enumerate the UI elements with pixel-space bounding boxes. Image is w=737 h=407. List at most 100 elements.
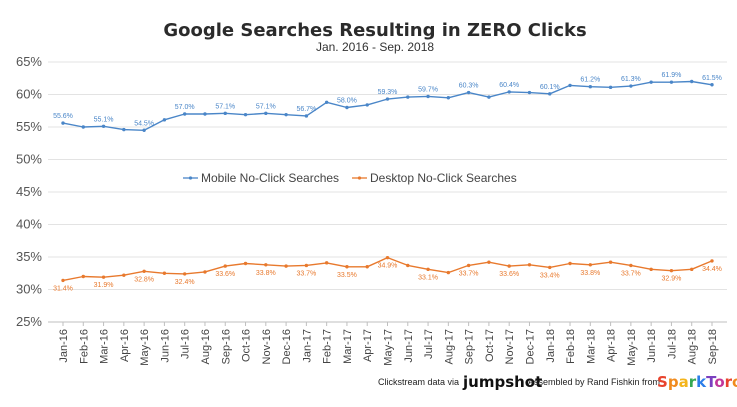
data-point [669, 268, 674, 273]
data-point [264, 263, 268, 267]
sparktoro-logo: SparkToro [657, 373, 737, 391]
x-tick-label: May-16 [139, 329, 151, 366]
data-point [466, 263, 471, 268]
y-tick-label: 25% [16, 314, 42, 329]
data-point [406, 263, 410, 268]
x-tick-label: Oct-17 [484, 329, 496, 362]
legend-mobile-label: Mobile No-Click Searches [201, 171, 339, 185]
data-point [284, 112, 288, 117]
data-label: 32.8% [134, 276, 154, 283]
data-point [568, 83, 572, 88]
data-label: 33.7% [296, 270, 316, 277]
data-point [203, 270, 207, 274]
data-point [385, 97, 390, 101]
data-label: 33.6% [215, 271, 235, 278]
legend-item-mobile: Mobile No-Click Searches [183, 171, 339, 185]
data-label: 33.7% [621, 270, 641, 277]
data-label: 61.9% [662, 72, 682, 79]
data-label: 33.8% [256, 270, 276, 277]
data-point [284, 264, 288, 268]
data-point [304, 114, 309, 118]
data-label: 57.1% [215, 103, 235, 110]
data-point [345, 105, 349, 110]
data-label: 33.6% [499, 271, 519, 278]
data-point [690, 267, 694, 272]
data-point [568, 261, 572, 266]
data-point [304, 263, 309, 268]
x-tick-label: May-18 [626, 329, 638, 366]
series-mobile: 55.6% 55.1% 54.5% 57.0% 57.1% 57.1% 56.7% 58.0%… [53, 72, 722, 132]
footer: Clickstream data via jumpshot Assembled … [378, 373, 737, 391]
x-tick-label: May-17 [383, 329, 395, 366]
x-tick-label: Dec-17 [524, 329, 536, 364]
legend-mobile-marker [188, 176, 193, 180]
data-label: 61.2% [580, 77, 600, 84]
x-tick-label: Sep-16 [220, 329, 232, 364]
data-point [649, 267, 653, 272]
data-point [507, 90, 511, 94]
data-point [203, 112, 207, 116]
data-label: 57.0% [175, 104, 195, 111]
legend-desktop-label: Desktop No-Click Searches [370, 171, 517, 185]
data-point [426, 267, 430, 272]
x-tick-label: Mar-18 [585, 329, 597, 364]
x-axis-ticks: Jan-16 Feb-16 Mar-16 Apr-16 May-16 Jun-16 Jul-… [58, 322, 719, 366]
data-point [649, 80, 653, 84]
footer-clickstream-text: Clickstream data via [378, 377, 459, 387]
data-label: 61.5% [702, 75, 722, 82]
x-tick-label: Aug-16 [200, 329, 212, 364]
data-label: 33.7% [459, 270, 479, 277]
data-point [608, 260, 613, 264]
data-label: 55.1% [94, 116, 114, 123]
data-label: 33.5% [337, 272, 357, 279]
data-label: 33.8% [580, 270, 600, 277]
data-point [690, 79, 694, 84]
data-label: 32.4% [175, 279, 195, 286]
data-point [548, 92, 552, 96]
data-point [487, 260, 491, 264]
data-point [446, 270, 451, 275]
data-point [182, 272, 187, 276]
x-tick-label: Sep-18 [707, 329, 719, 364]
x-tick-label: Jul-17 [423, 329, 435, 359]
data-point [162, 271, 167, 275]
sparktoro-letter: o [732, 373, 737, 391]
x-tick-label: Nov-16 [261, 329, 273, 364]
x-tick-label: Apr-18 [606, 329, 618, 362]
sparktoro-letter: a [679, 373, 689, 391]
data-point [406, 95, 410, 99]
data-point [122, 127, 126, 132]
data-point [61, 121, 65, 125]
data-point [365, 265, 369, 269]
data-point [243, 261, 248, 266]
chart-subtitle: Jan. 2016 - Sep. 2018 [316, 40, 434, 54]
chart-title: Google Searches Resulting in ZERO Clicks [163, 20, 586, 41]
footer-assembled-text: Assembled by Rand Fishkin from [528, 377, 660, 387]
data-label: 33.1% [418, 274, 438, 281]
data-point [507, 264, 511, 268]
data-label: 57.1% [256, 103, 276, 110]
data-point [629, 84, 633, 88]
x-tick-label: Jun-17 [403, 329, 415, 363]
data-point [122, 273, 126, 277]
data-point [61, 278, 65, 283]
data-point [223, 264, 227, 268]
y-tick-label: 45% [16, 184, 42, 199]
data-point [608, 85, 613, 90]
data-point [426, 94, 430, 99]
data-label: 56.7% [296, 106, 316, 113]
x-tick-label: Mar-16 [99, 329, 111, 364]
data-point [324, 261, 329, 265]
data-label: 60.3% [459, 83, 479, 90]
data-label: 34.4% [702, 266, 722, 273]
sparktoro-letter: p [668, 373, 679, 391]
data-point [446, 96, 451, 100]
data-label: 33.4% [540, 272, 560, 279]
y-tick-label: 50% [16, 152, 42, 167]
legend-desktop-marker [357, 176, 362, 180]
sparktoro-letter: k [696, 373, 707, 391]
data-point [710, 83, 714, 87]
x-tick-label: Dec-16 [281, 329, 293, 364]
sparktoro-letter: T [706, 373, 717, 391]
